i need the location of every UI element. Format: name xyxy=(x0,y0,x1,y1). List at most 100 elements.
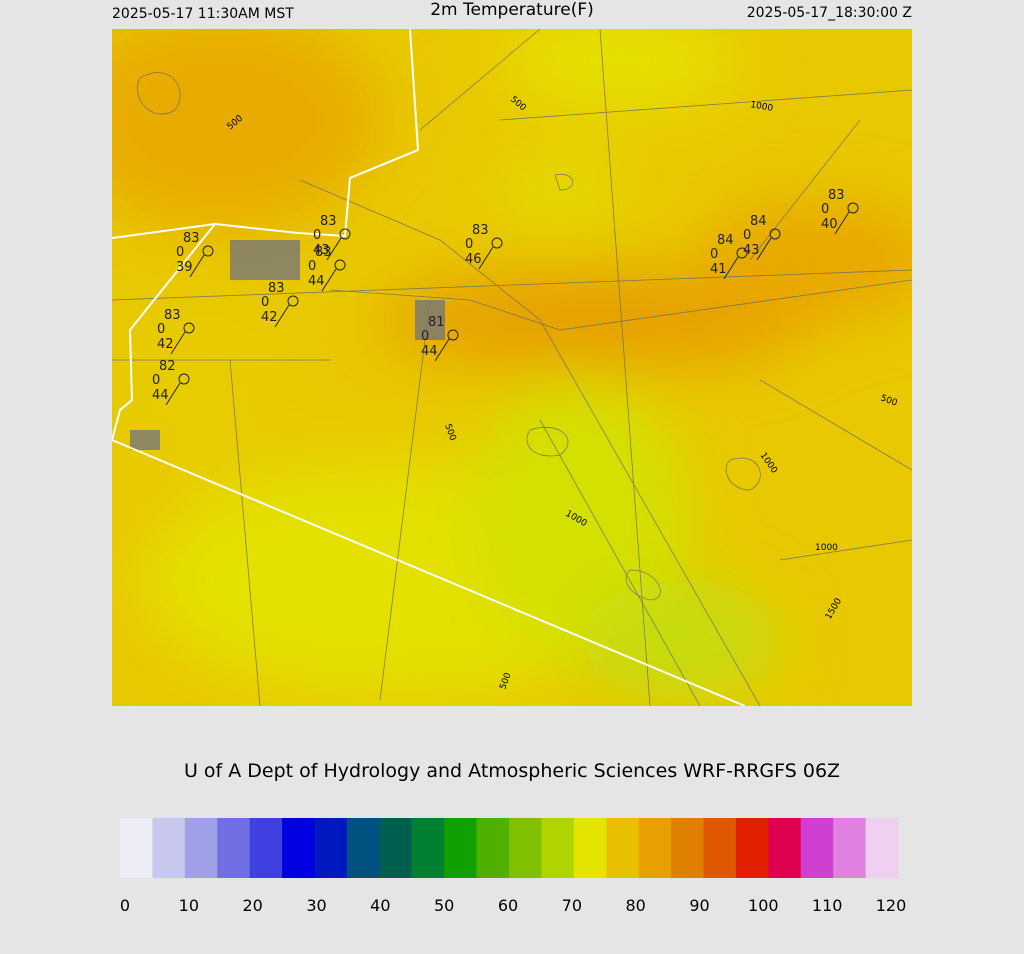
colorbar-tick-label: 20 xyxy=(242,896,262,915)
station-marker xyxy=(736,247,748,259)
colorbar-segment xyxy=(444,818,478,878)
colorbar-segment xyxy=(573,818,607,878)
station-temp: 81 xyxy=(428,315,445,330)
wind-barb xyxy=(274,304,290,328)
station-marker xyxy=(769,228,781,240)
station-marker xyxy=(447,329,459,341)
station-dew: 42 xyxy=(157,337,174,352)
station-dew: 44 xyxy=(152,388,169,403)
station-wind: 0 xyxy=(710,247,718,262)
colorbar-segment xyxy=(411,818,445,878)
station-marker xyxy=(287,295,299,307)
station-wind: 0 xyxy=(176,245,184,260)
station-temp: 83 xyxy=(183,231,200,246)
colorbar-segment xyxy=(768,818,802,878)
wind-barb xyxy=(189,254,205,278)
station-wind: 0 xyxy=(308,259,316,274)
colorbar-segment xyxy=(476,818,510,878)
colorbar-segment xyxy=(120,818,153,878)
station-dew: 41 xyxy=(710,262,727,277)
station-dew: 43 xyxy=(313,243,330,258)
colorbar-segment xyxy=(152,818,186,878)
wind-barb xyxy=(834,211,850,235)
credit: U of A Dept of Hydrology and Atmospheric… xyxy=(184,760,840,782)
colorbar-tick-label: 0 xyxy=(120,896,130,915)
station-marker xyxy=(183,322,195,334)
station-marker xyxy=(202,245,214,257)
colorbar-tick-label: 30 xyxy=(306,896,326,915)
colorbar-tick-label: 90 xyxy=(689,896,709,915)
colorbar-tick-label: 120 xyxy=(876,896,907,915)
colorbar-tick-label: 80 xyxy=(625,896,645,915)
station-wind: 0 xyxy=(743,228,751,243)
colorbar-segment xyxy=(346,818,380,878)
station-dew: 39 xyxy=(176,260,193,275)
wind-barb xyxy=(756,237,772,261)
station-temp: 82 xyxy=(159,359,176,374)
colorbar-segment xyxy=(833,818,867,878)
station-temp: 84 xyxy=(717,233,734,248)
station-temp: 83 xyxy=(268,281,285,296)
station-temp: 83 xyxy=(828,188,845,203)
station-wind: 0 xyxy=(421,329,429,344)
station-marker xyxy=(178,373,190,385)
wind-barb xyxy=(434,338,450,362)
station-wind: 0 xyxy=(465,237,473,252)
station-wind: 0 xyxy=(152,373,160,388)
wind-barb xyxy=(321,268,337,292)
station-wind: 0 xyxy=(313,228,321,243)
station-dew: 43 xyxy=(743,243,760,258)
contour-label: 1000 xyxy=(815,543,838,553)
wind-barb xyxy=(326,237,342,261)
station-dew: 40 xyxy=(821,217,838,232)
station-dew: 44 xyxy=(308,274,325,289)
colorbar-segment xyxy=(509,818,542,878)
colorbar-tick-label: 100 xyxy=(748,896,779,915)
wind-barb xyxy=(170,331,186,355)
map-title: 2m Temperature(F) xyxy=(430,0,594,20)
colorbar-tick-label: 60 xyxy=(498,896,518,915)
colorbar-segment xyxy=(282,818,315,878)
colorbar-segment xyxy=(379,818,413,878)
station-temp: 83 xyxy=(320,214,337,229)
station-temp: 83 xyxy=(472,223,489,238)
colorbar-segment xyxy=(800,818,834,878)
station-wind: 0 xyxy=(157,322,165,337)
colorbar-tick-label: 10 xyxy=(179,896,199,915)
station-dew: 44 xyxy=(421,344,438,359)
colorbar-segment xyxy=(735,818,769,878)
station-wind: 0 xyxy=(261,295,269,310)
valid-utc: 2025-05-17_18:30:00 Z xyxy=(747,5,912,21)
colorbar-segment xyxy=(638,818,672,878)
station-dew: 46 xyxy=(465,252,482,267)
valid-local: 2025-05-17 11:30AM MST xyxy=(112,6,294,22)
colorbar-segment xyxy=(541,818,575,878)
colorbar-segment xyxy=(184,818,218,878)
colorbar-tick-label: 40 xyxy=(370,896,390,915)
station-temp: 83 xyxy=(164,308,181,323)
colorbar-segment xyxy=(314,818,348,878)
station-marker xyxy=(334,259,346,271)
colorbar-segment xyxy=(671,818,704,878)
station-temp: 84 xyxy=(750,214,767,229)
station-marker xyxy=(847,202,859,214)
colorbar-segment xyxy=(249,818,283,878)
colorbar-tick-label: 110 xyxy=(812,896,843,915)
station-temp: 83 xyxy=(315,245,332,260)
colorbar-tick-label: 70 xyxy=(562,896,582,915)
station-marker xyxy=(339,228,351,240)
station-dew: 42 xyxy=(261,310,278,325)
wind-barb xyxy=(478,246,494,270)
colorbar-segment xyxy=(703,818,737,878)
colorbar-segment xyxy=(606,818,640,878)
colorbar-segment xyxy=(217,818,251,878)
station-wind: 0 xyxy=(821,202,829,217)
wind-barb xyxy=(165,382,181,406)
contour-label: 1000 xyxy=(749,100,774,114)
colorbar-segment xyxy=(865,818,899,878)
wind-barb xyxy=(723,256,739,280)
station-marker xyxy=(491,237,503,249)
colorbar-tick-label: 50 xyxy=(434,896,454,915)
